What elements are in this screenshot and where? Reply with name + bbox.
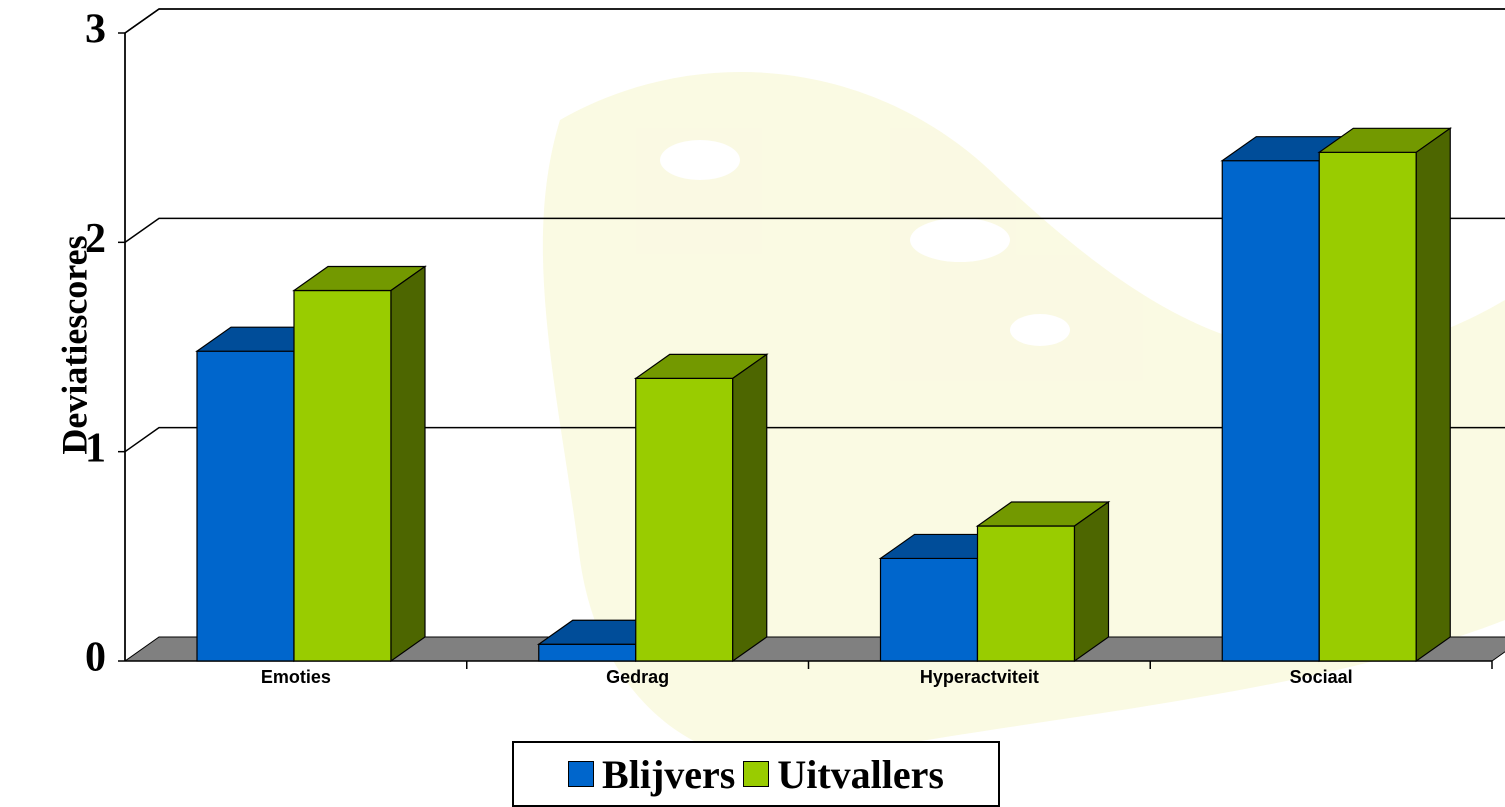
y-axis-label: Deviatiescores [54,235,94,454]
bar-front [636,378,733,661]
bar-front [539,644,636,661]
bar [978,502,1109,661]
grid-line [125,9,1505,33]
x-tick-label: Hyperactviteit [920,667,1039,687]
page: {"chart_data": {"type": "bar3d", "y_labe… [0,0,1505,805]
bar-side [1075,502,1109,661]
y-tick-label: 2 [85,216,106,262]
x-tick-label: Emoties [261,667,331,687]
bar [636,354,767,661]
bar-front [978,526,1075,661]
legend-label: Uitvallers [777,751,944,798]
bar [1319,128,1450,661]
bar-side [391,266,425,661]
bar-front [1319,152,1416,661]
bar-front [1222,161,1319,661]
x-tick-label: Gedrag [606,667,669,687]
bar-front [881,558,978,661]
bar-side [1416,128,1450,661]
legend: Blijvers Uitvallers [512,741,1000,807]
y-tick-label: 3 [85,7,106,53]
bar-front [197,351,294,661]
bar-front [294,290,391,661]
bar-side [733,354,767,661]
y-tick-label: 0 [85,635,106,681]
legend-swatch [568,761,594,787]
bar [294,266,425,661]
chart: Deviatiescores 0 1 2 3 Emoties Gedrag Hyperact… [0,0,1505,805]
y-tick-label: 1 [85,425,106,471]
legend-swatch [743,761,769,787]
x-tick-label: Sociaal [1290,667,1353,687]
legend-label: Blijvers [602,751,735,798]
